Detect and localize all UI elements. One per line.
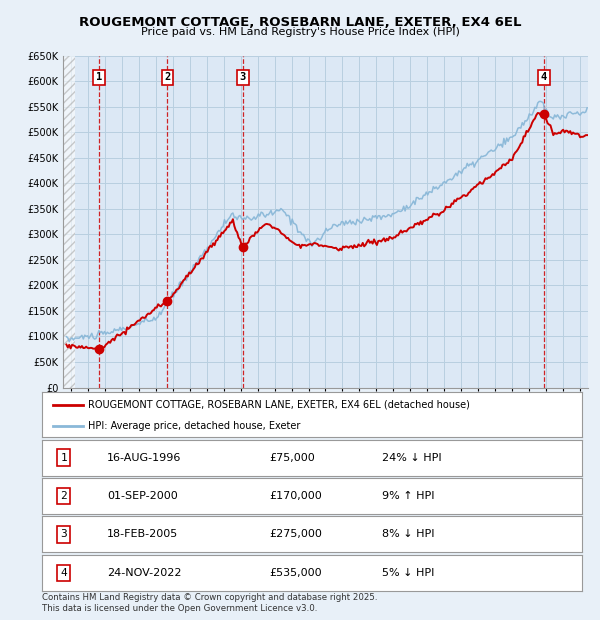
Text: 01-SEP-2000: 01-SEP-2000 (107, 491, 178, 501)
Text: HPI: Average price, detached house, Exeter: HPI: Average price, detached house, Exet… (88, 421, 300, 431)
Text: 16-AUG-1996: 16-AUG-1996 (107, 453, 181, 463)
Text: 24-NOV-2022: 24-NOV-2022 (107, 568, 181, 578)
Text: 5% ↓ HPI: 5% ↓ HPI (382, 568, 434, 578)
Text: 9% ↑ HPI: 9% ↑ HPI (382, 491, 434, 501)
Text: 1: 1 (60, 453, 67, 463)
Text: 3: 3 (240, 73, 246, 82)
Text: £75,000: £75,000 (269, 453, 314, 463)
Text: 4: 4 (60, 568, 67, 578)
Text: £275,000: £275,000 (269, 529, 322, 539)
Text: 4: 4 (541, 73, 547, 82)
Text: ROUGEMONT COTTAGE, ROSEBARN LANE, EXETER, EX4 6EL: ROUGEMONT COTTAGE, ROSEBARN LANE, EXETER… (79, 16, 521, 29)
Text: Price paid vs. HM Land Registry's House Price Index (HPI): Price paid vs. HM Land Registry's House … (140, 27, 460, 37)
Text: 1: 1 (96, 73, 102, 82)
Text: 18-FEB-2005: 18-FEB-2005 (107, 529, 178, 539)
Text: Contains HM Land Registry data © Crown copyright and database right 2025.
This d: Contains HM Land Registry data © Crown c… (42, 593, 377, 613)
Text: 24% ↓ HPI: 24% ↓ HPI (382, 453, 442, 463)
Text: 8% ↓ HPI: 8% ↓ HPI (382, 529, 434, 539)
Text: £535,000: £535,000 (269, 568, 322, 578)
Text: 3: 3 (60, 529, 67, 539)
Text: ROUGEMONT COTTAGE, ROSEBARN LANE, EXETER, EX4 6EL (detached house): ROUGEMONT COTTAGE, ROSEBARN LANE, EXETER… (88, 399, 470, 410)
Text: 2: 2 (60, 491, 67, 501)
Text: 2: 2 (164, 73, 170, 82)
Text: £170,000: £170,000 (269, 491, 322, 501)
